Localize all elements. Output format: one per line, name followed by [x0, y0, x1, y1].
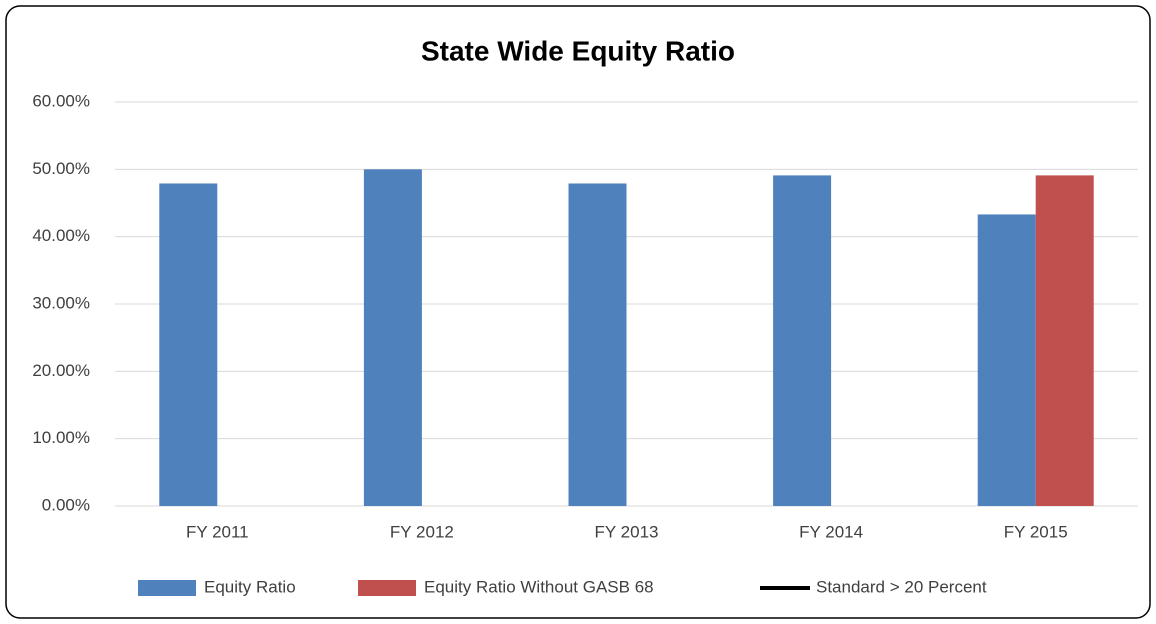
x-tick-label: FY 2013 [595, 522, 659, 541]
y-tick-label: 30.00% [32, 293, 90, 312]
legend-swatch [358, 580, 416, 596]
y-tick-label: 40.00% [32, 226, 90, 245]
y-tick-label: 0.00% [42, 495, 90, 514]
legend-swatch [138, 580, 196, 596]
x-tick-label: FY 2012 [390, 522, 454, 541]
legend-label: Equity Ratio Without GASB 68 [424, 577, 654, 596]
bar [363, 169, 422, 507]
y-tick-label: 60.00% [32, 91, 90, 110]
bar [1035, 175, 1094, 507]
bar [773, 175, 832, 507]
y-tick-label: 50.00% [32, 159, 90, 178]
legend-label: Equity Ratio [204, 577, 296, 596]
bar [568, 183, 627, 506]
legend-label: Standard > 20 Percent [816, 577, 987, 596]
x-tick-label: FY 2014 [799, 522, 863, 541]
x-tick-label: FY 2015 [1004, 522, 1068, 541]
chart-title: State Wide Equity Ratio [421, 35, 735, 66]
y-tick-label: 20.00% [32, 361, 90, 380]
x-tick-label: FY 2011 [186, 522, 249, 541]
bar [159, 183, 218, 506]
y-tick-label: 10.00% [32, 428, 90, 447]
bar [977, 214, 1036, 507]
